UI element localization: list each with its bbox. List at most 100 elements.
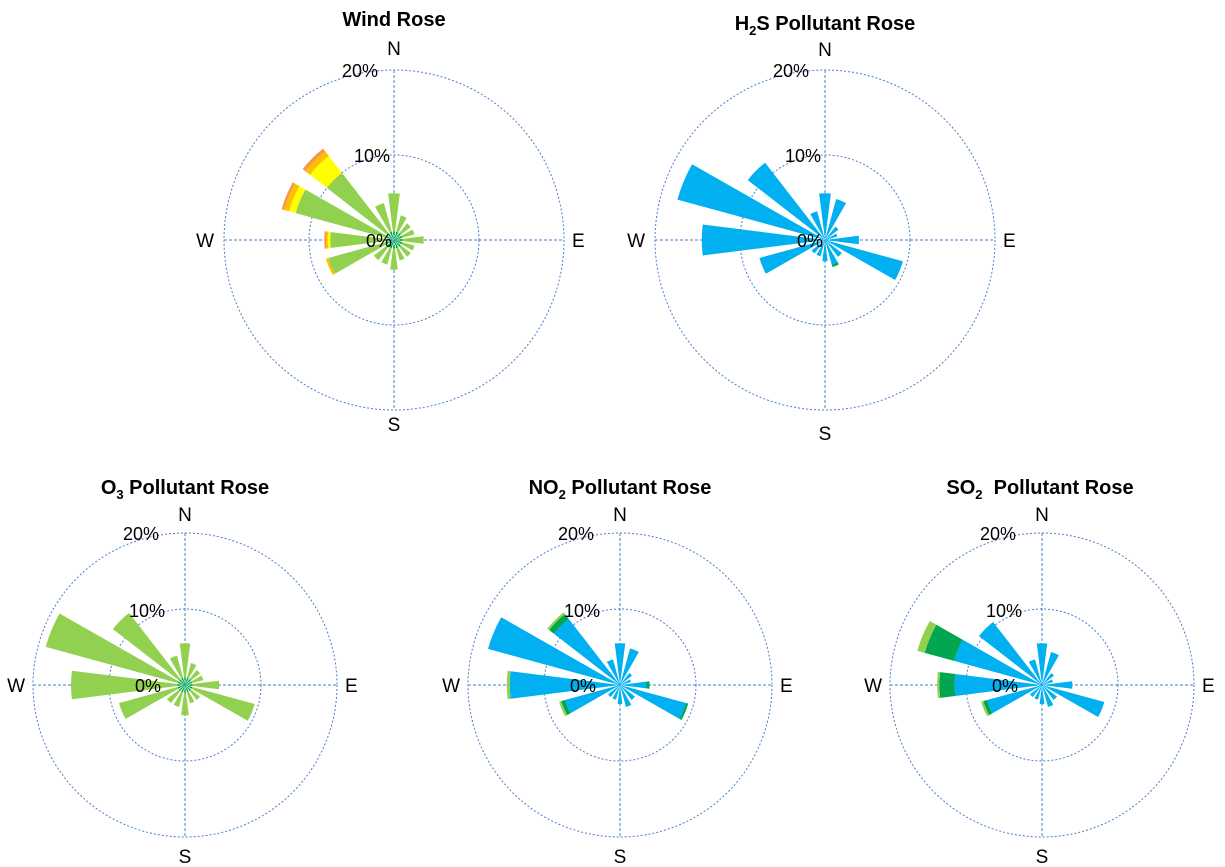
compass-north-label: N <box>1035 505 1049 526</box>
compass-south-label: S <box>1036 847 1049 867</box>
petal-270deg-band-2 <box>506 670 511 700</box>
petal-135deg-band-1 <box>399 245 411 257</box>
petal-67.5deg-band-1 <box>191 675 204 683</box>
petal-247.5deg-band-1 <box>983 700 993 716</box>
petal-45deg-band-0 <box>1042 672 1055 685</box>
ring-label-10: 10% <box>354 146 390 166</box>
petal-157.5deg-band-0 <box>1042 685 1054 707</box>
petal-112.5deg-band-0 <box>1042 685 1105 718</box>
petal-315deg-band-3 <box>305 151 329 175</box>
petal-225deg-band-0 <box>178 685 185 692</box>
petal-112.5deg-band-0 <box>825 240 903 281</box>
petal-247.5deg-band-2 <box>559 701 568 717</box>
petal-225deg-band-1 <box>166 689 181 704</box>
petal-270deg-band-1 <box>939 672 956 698</box>
petal-270deg-band-4 <box>324 231 327 249</box>
petal-337.5deg-band-0 <box>810 211 825 240</box>
compass-east-label: E <box>780 676 793 697</box>
petal-202.5deg-band-0 <box>181 685 185 693</box>
ring-label-10: 10% <box>129 601 165 621</box>
petal-157.5deg-band-1 <box>396 247 405 261</box>
petal-67.5deg-band-1 <box>401 229 415 238</box>
petal-112.5deg-band-1 <box>679 703 689 721</box>
compass-north-label: N <box>178 505 192 526</box>
petal-337.5deg-band-0 <box>181 677 185 685</box>
compass-east-label: E <box>1003 231 1016 252</box>
compass-west-label: W <box>442 676 460 697</box>
compass-west-label: W <box>7 676 25 697</box>
petal-180deg-band-0 <box>822 240 828 262</box>
no2-pollutant-rose-chart: NO2 Pollutant Rose N S E W 0% 10% 20% <box>442 477 793 867</box>
petal-202.5deg-band-0 <box>612 685 620 700</box>
compass-north-label: N <box>818 40 832 61</box>
compass-west-label: W <box>864 676 882 697</box>
petal-270deg-band-3 <box>326 231 329 249</box>
petals <box>917 620 1105 718</box>
petal-180deg-band-0 <box>1039 685 1045 704</box>
petal-90deg-band-1 <box>402 236 424 244</box>
petal-0deg-band-1 <box>388 193 400 232</box>
petal-112.5deg-band-1 <box>191 687 255 721</box>
petal-225deg-band-0 <box>811 240 825 254</box>
petal-292.5deg-band-2 <box>289 186 306 214</box>
petal-90deg-band-0 <box>1042 681 1073 689</box>
ring-label-20: 20% <box>980 524 1016 544</box>
petal-270deg-band-0 <box>701 224 825 256</box>
petal-247.5deg-band-0 <box>759 240 825 274</box>
petal-247.5deg-band-3 <box>325 257 335 275</box>
petal-45deg-band-0 <box>185 678 192 685</box>
petal-247.5deg-band-1 <box>561 700 571 716</box>
petal-315deg-band-2 <box>310 156 342 188</box>
petal-315deg-band-0 <box>747 162 825 240</box>
petal-45deg-band-0 <box>620 672 633 685</box>
petal-270deg-band-0 <box>954 674 1042 696</box>
petal-157.5deg-band-0 <box>620 685 632 707</box>
ring-label-20: 20% <box>342 61 378 81</box>
petal-247.5deg-band-2 <box>981 701 990 717</box>
petal-337.5deg-band-0 <box>606 659 620 685</box>
petal-157.5deg-band-1 <box>831 262 839 268</box>
petal-180deg-band-0 <box>184 685 186 693</box>
compass-west-label: W <box>196 231 214 252</box>
petal-22.5deg-band-0 <box>185 677 189 685</box>
petal-135deg-band-0 <box>620 685 636 701</box>
petal-315deg-band-0 <box>978 621 1042 685</box>
petal-90deg-band-0 <box>394 238 403 242</box>
petal-247.5deg-band-1 <box>328 242 387 274</box>
petal-67.5deg-band-0 <box>825 233 838 240</box>
petal-202.5deg-band-1 <box>173 691 183 707</box>
petal-247.5deg-band-0 <box>565 685 620 714</box>
petal-292.5deg-band-1 <box>295 189 387 238</box>
petal-67.5deg-band-0 <box>394 235 403 240</box>
petal-0deg-band-0 <box>1036 643 1048 685</box>
compass-south-label: S <box>819 424 832 445</box>
petal-135deg-band-0 <box>185 685 192 692</box>
petal-67.5deg-band-0 <box>1042 679 1053 685</box>
petal-90deg-band-1 <box>646 681 650 689</box>
compass-east-label: E <box>1202 676 1215 697</box>
petal-202.5deg-band-1 <box>381 247 392 265</box>
petal-315deg-band-1 <box>326 172 389 235</box>
petal-270deg-band-0 <box>509 671 620 699</box>
petal-157.5deg-band-0 <box>185 685 189 693</box>
petal-180deg-band-1 <box>390 248 398 270</box>
petal-337.5deg-band-1 <box>169 655 183 679</box>
petal-135deg-band-0 <box>1042 685 1058 701</box>
petal-270deg-band-1 <box>71 670 178 700</box>
petal-270deg-band-2 <box>327 231 331 249</box>
petal-292.5deg-band-1 <box>924 624 963 661</box>
petal-157.5deg-band-0 <box>394 240 399 249</box>
petal-90deg-band-0 <box>620 681 647 689</box>
petal-315deg-band-4 <box>302 148 326 172</box>
petal-112.5deg-band-0 <box>620 685 686 719</box>
petal-112.5deg-band-0 <box>185 685 193 689</box>
petal-247.5deg-band-0 <box>177 685 185 689</box>
petal-45deg-band-0 <box>394 233 401 240</box>
petal-135deg-band-1 <box>189 689 201 701</box>
petal-292.5deg-band-0 <box>488 617 620 685</box>
so2-pollutant-rose-chart: SO2 Pollutant Rose N S E W 0% 10% 20% <box>864 477 1215 867</box>
ring-label-10: 10% <box>564 601 600 621</box>
petal-45deg-band-1 <box>189 669 201 681</box>
petal-315deg-band-1 <box>549 614 569 634</box>
compass-south-label: S <box>388 415 401 436</box>
